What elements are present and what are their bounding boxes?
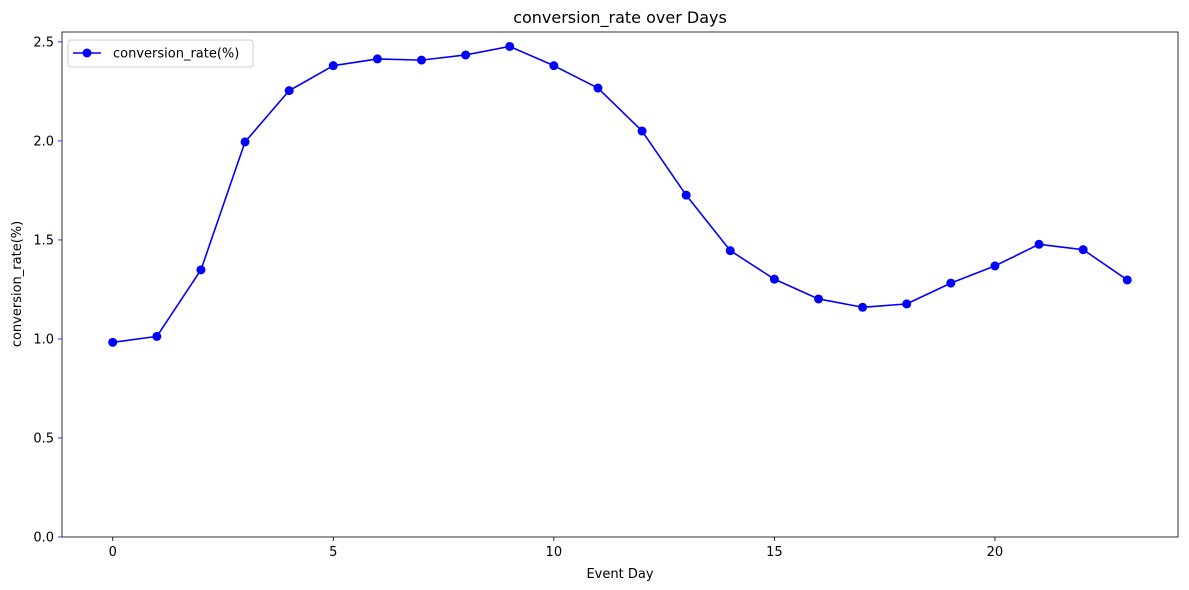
x-axis-label: Event Day bbox=[586, 567, 653, 582]
y-tick-label: 1.0 bbox=[33, 332, 54, 347]
data-point bbox=[1078, 245, 1088, 255]
legend-label: conversion_rate(%) bbox=[113, 47, 239, 62]
x-tick-label: 0 bbox=[109, 545, 117, 560]
data-point bbox=[152, 331, 162, 341]
data-point bbox=[593, 83, 603, 93]
data-point bbox=[946, 278, 956, 288]
data-point bbox=[196, 265, 206, 275]
data-point bbox=[108, 337, 118, 347]
y-tick-label: 2.5 bbox=[33, 35, 54, 50]
x-tick-label: 20 bbox=[987, 545, 1004, 560]
data-point bbox=[461, 50, 471, 60]
data-point bbox=[769, 274, 779, 284]
data-point bbox=[372, 54, 382, 64]
data-point bbox=[1034, 239, 1044, 249]
x-tick-label: 10 bbox=[546, 545, 563, 560]
legend-box bbox=[67, 39, 254, 68]
data-point bbox=[284, 86, 294, 96]
data-point bbox=[637, 126, 647, 136]
series-line bbox=[112, 45, 1128, 344]
data-point bbox=[328, 61, 338, 71]
data-point bbox=[990, 261, 1000, 271]
y-tick-label: 2.0 bbox=[33, 134, 54, 149]
data-point bbox=[417, 55, 427, 65]
plot-area: 0 5 10 15 20 0.0 0.5 1.0 1.5 2.0 2.5 bbox=[33, 31, 1179, 560]
data-point bbox=[1122, 275, 1132, 285]
y-axis-label: conversion_rate(%) bbox=[10, 221, 25, 347]
y-tick-label: 1.5 bbox=[33, 233, 54, 248]
data-point bbox=[725, 246, 735, 256]
data-point bbox=[858, 302, 868, 312]
data-point bbox=[549, 61, 559, 71]
legend: conversion_rate(%) bbox=[67, 39, 254, 68]
plot-frame bbox=[61, 31, 1179, 538]
data-point bbox=[240, 137, 250, 147]
data-point bbox=[505, 41, 515, 51]
legend-marker-swatch bbox=[82, 48, 92, 58]
data-point bbox=[902, 299, 912, 309]
x-tick-label: 5 bbox=[329, 545, 337, 560]
chart-title: conversion_rate over Days bbox=[513, 8, 727, 28]
data-point bbox=[813, 294, 823, 304]
y-tick-label: 0.0 bbox=[33, 531, 54, 546]
y-tick-label: 0.5 bbox=[33, 431, 54, 446]
data-point bbox=[681, 190, 691, 200]
x-tick-label: 15 bbox=[766, 545, 783, 560]
